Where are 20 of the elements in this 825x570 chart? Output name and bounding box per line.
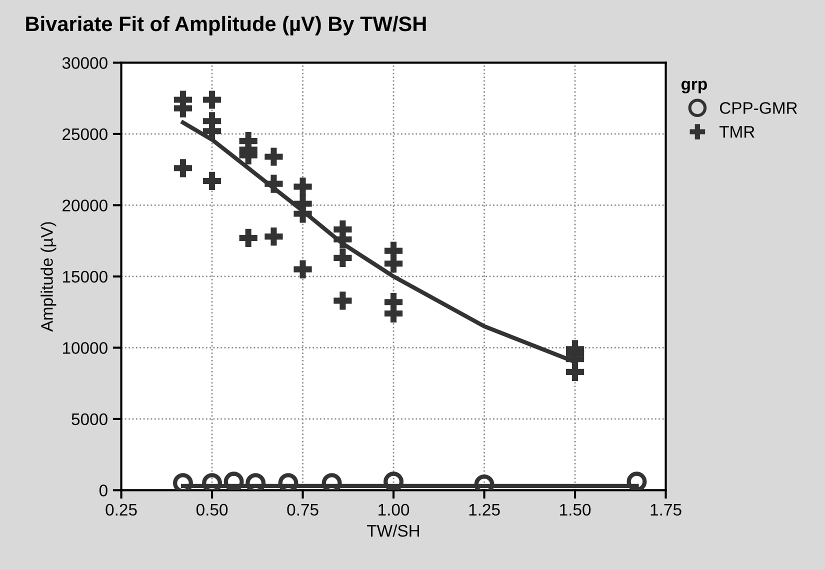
x-tick-label: 0.25	[106, 504, 137, 516]
y-tick-label: 0	[99, 484, 108, 496]
x-tick-label: 0.50	[196, 504, 228, 516]
y-axis-title: Amplitude (µV)	[40, 222, 56, 332]
y-tick-label: 25000	[62, 128, 108, 140]
x-tick-label: 1.50	[560, 504, 591, 516]
y-tick-label: 10000	[63, 342, 108, 354]
x-tick-label: 0.75	[287, 504, 318, 516]
legend-title: grp	[681, 80, 707, 94]
legend-label: CPP-GMR	[720, 102, 798, 114]
x-tick-label: 1.00	[378, 504, 410, 516]
legend-label: TMR	[719, 126, 754, 138]
y-tick-label: 5000	[72, 413, 108, 426]
y-tick-label: 15000	[63, 270, 108, 283]
chart-title: Bivariate Fit of Amplitude (µV) By TW/SH	[26, 16, 426, 36]
x-tick-label: 1.75	[650, 504, 682, 516]
x-tick-label: 1.25	[469, 504, 500, 516]
x-axis-title: TW/SH	[367, 524, 420, 537]
y-tick-label: 30000	[62, 57, 108, 69]
y-tick-label: 20000	[62, 200, 108, 212]
